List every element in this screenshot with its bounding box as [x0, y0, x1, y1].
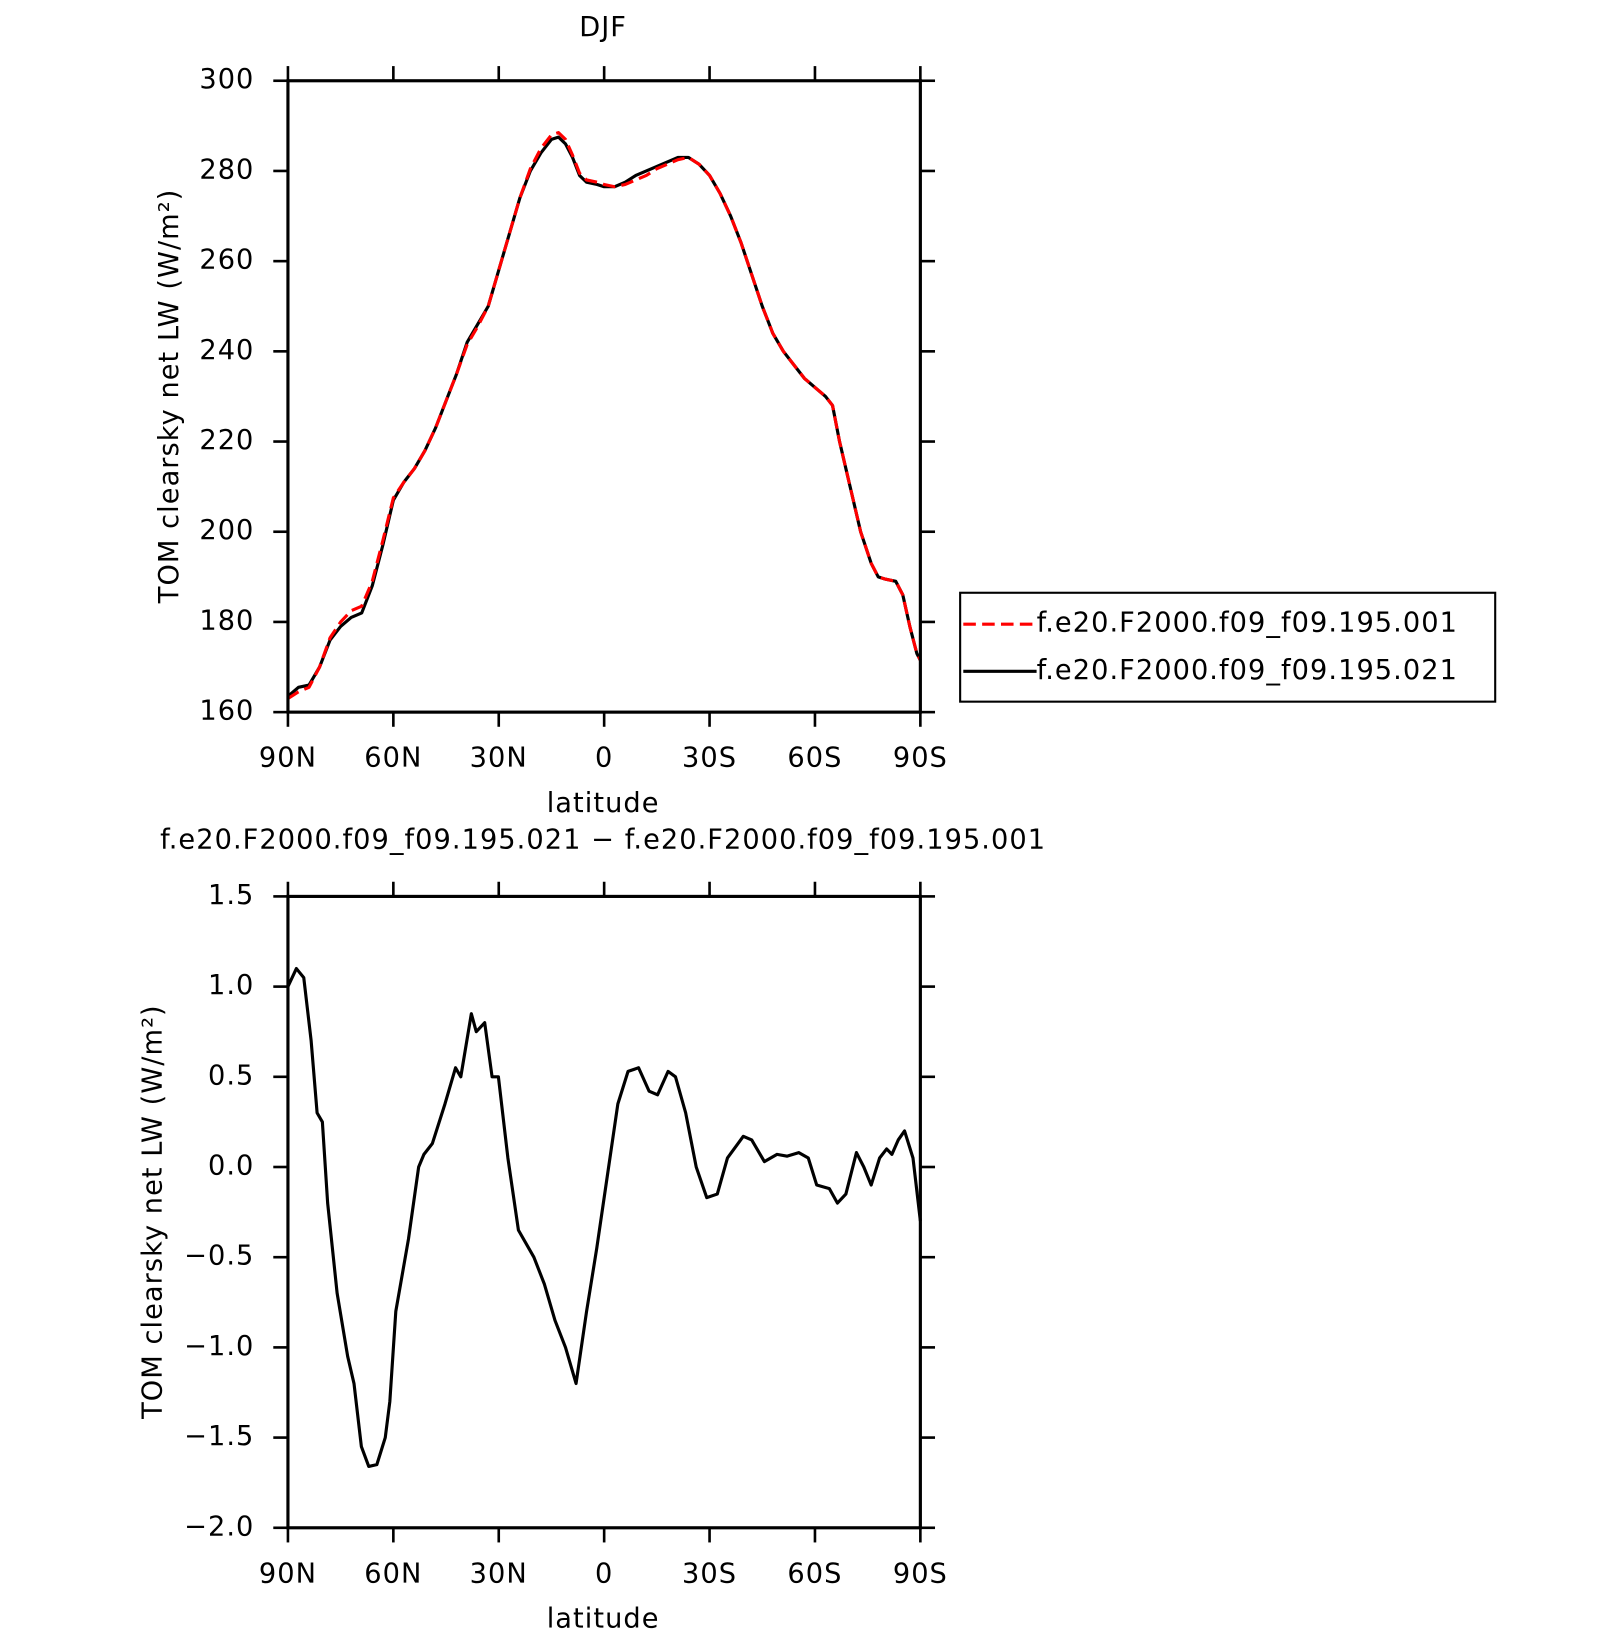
chart-title: f.e20.F2000.f09_f09.195.021 − f.e20.F200…	[160, 824, 1046, 855]
x-tick-label: 90S	[893, 1558, 948, 1589]
line-series	[286, 966, 922, 1469]
y-tick-label: 200	[199, 515, 254, 546]
plot-frame	[286, 79, 922, 714]
y-tick-label: 160	[199, 696, 254, 727]
legend-label: f.e20.F2000.f09_f09.195.021	[1037, 655, 1458, 686]
y-tick-label: −0.5	[184, 1241, 254, 1272]
x-tick-label: 90N	[259, 743, 317, 774]
x-tick-label: 30N	[470, 743, 528, 774]
y-tick-label: 240	[199, 335, 254, 366]
y-tick-label: 280	[199, 154, 254, 185]
x-axis-label: latitude	[547, 788, 660, 819]
line-series	[287, 131, 922, 700]
line-series	[286, 135, 922, 698]
y-tick-label: 180	[199, 605, 254, 636]
x-tick-label: 0	[595, 743, 613, 774]
x-tick-label: 0	[595, 1558, 613, 1589]
x-tick-label: 90N	[259, 1558, 317, 1589]
x-tick-label: 60N	[364, 1558, 422, 1589]
chart-title: DJF	[579, 12, 627, 43]
legend-box	[959, 591, 1497, 703]
y-tick-label: −2.0	[184, 1511, 254, 1542]
plot-frame	[286, 894, 922, 1530]
y-tick-label: 1.0	[208, 970, 254, 1001]
y-tick-label: −1.5	[184, 1421, 254, 1452]
y-axis-label: TOM clearsky net LW (W/m²)	[154, 189, 185, 605]
x-tick-label: 30N	[470, 1558, 528, 1589]
y-tick-label: 220	[199, 425, 254, 456]
y-axis-label: TOM clearsky net LW (W/m²)	[137, 1004, 168, 1420]
x-tick-label: 30S	[682, 743, 737, 774]
y-tick-label: 260	[199, 245, 254, 276]
y-tick-label: 300	[199, 64, 254, 95]
x-tick-label: 60N	[364, 743, 422, 774]
x-tick-label: 90S	[893, 743, 948, 774]
legend-label: f.e20.F2000.f09_f09.195.001	[1037, 608, 1458, 639]
x-axis-label: latitude	[547, 1603, 660, 1634]
x-tick-label: 60S	[787, 1558, 842, 1589]
y-tick-label: 0.0	[208, 1151, 254, 1182]
y-tick-label: −1.0	[184, 1331, 254, 1362]
y-tick-label: 1.5	[208, 880, 254, 911]
x-tick-label: 30S	[682, 1558, 737, 1589]
x-tick-label: 60S	[787, 743, 842, 774]
y-tick-label: 0.5	[208, 1060, 254, 1091]
